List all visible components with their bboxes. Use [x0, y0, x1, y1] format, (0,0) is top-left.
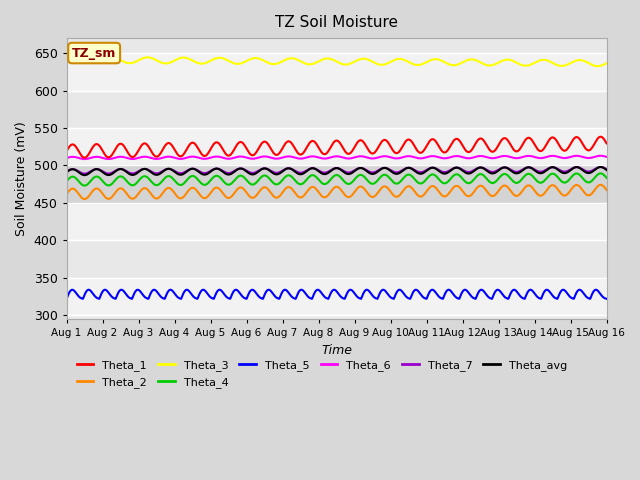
Y-axis label: Soil Moisture (mV): Soil Moisture (mV) [15, 121, 28, 236]
Bar [67, 53, 607, 91]
Bar [67, 128, 607, 166]
Bar [67, 166, 607, 203]
X-axis label: Time: Time [321, 344, 352, 357]
Legend: Theta_1, Theta_2, Theta_3, Theta_4, Theta_5, Theta_6, Theta_7, Theta_avg: Theta_1, Theta_2, Theta_3, Theta_4, Thet… [72, 356, 572, 392]
Bar [67, 203, 607, 240]
Bar [67, 278, 607, 315]
Text: TZ_sm: TZ_sm [72, 47, 116, 60]
Title: TZ Soil Moisture: TZ Soil Moisture [275, 15, 398, 30]
